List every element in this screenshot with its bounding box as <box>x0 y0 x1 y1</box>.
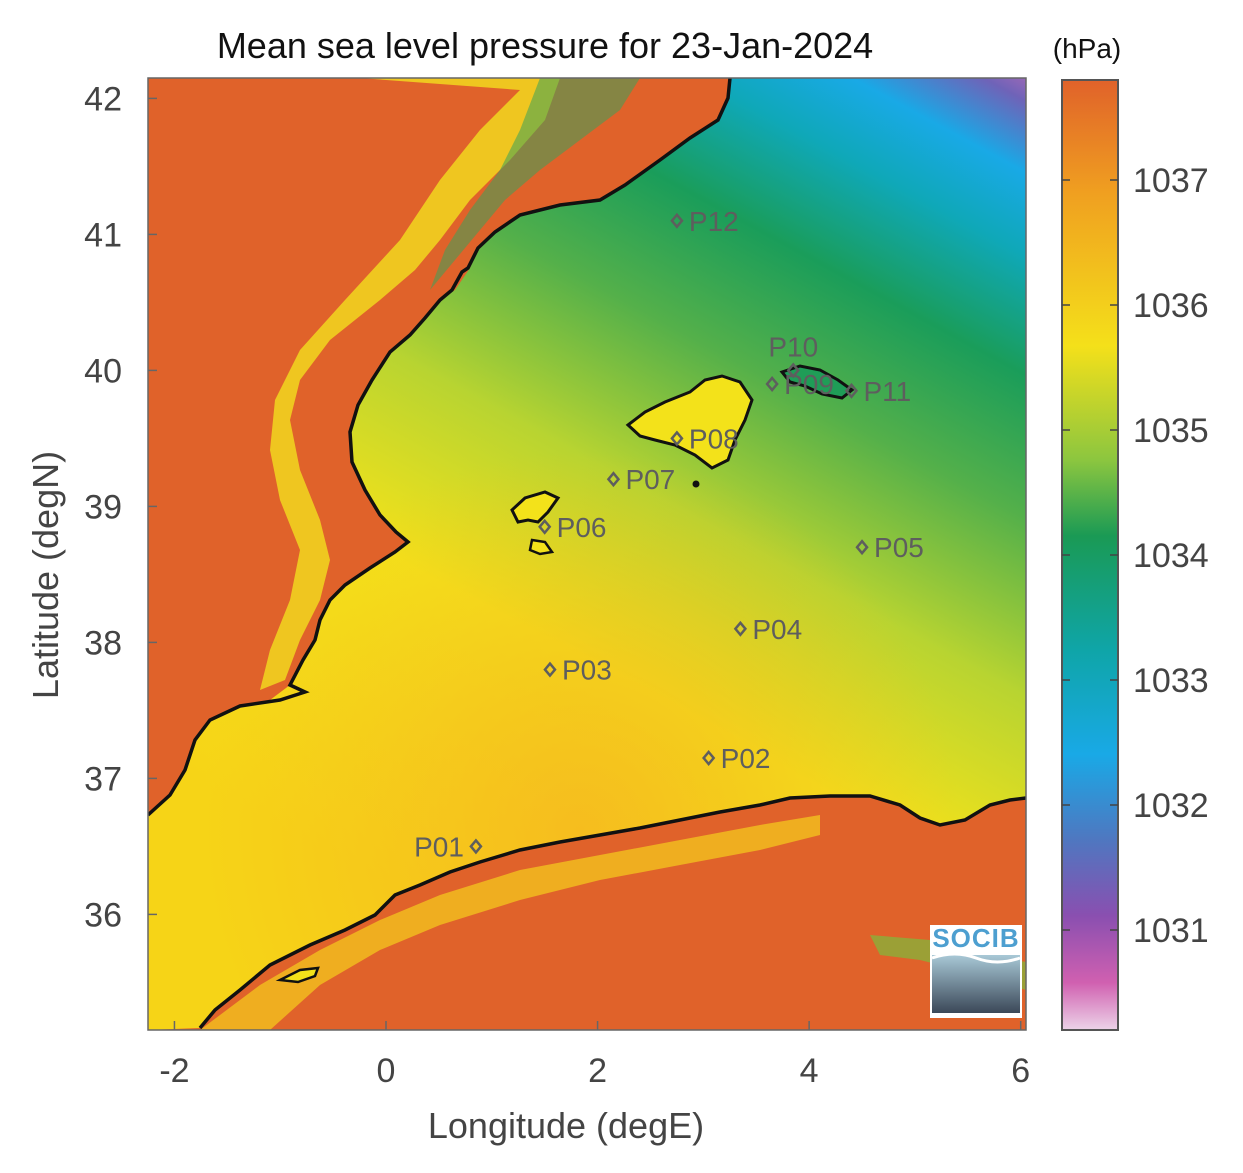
station-label: P08 <box>689 423 739 454</box>
colorbar-tick-label: 1033 <box>1133 662 1209 700</box>
station-label: P06 <box>557 512 607 543</box>
colorbar-tick-label: 1031 <box>1133 912 1209 950</box>
x-tick-label: 0 <box>377 1052 396 1090</box>
station-label: P03 <box>562 655 612 686</box>
station-marker-icon <box>786 362 800 379</box>
plot-frame <box>147 77 1027 1031</box>
socib-logo-water <box>932 955 1020 1013</box>
station-p04: P04 <box>733 614 802 645</box>
y-tick-label: 37 <box>84 760 122 798</box>
station-label: P12 <box>689 206 739 237</box>
y-tick-label: 41 <box>84 216 122 254</box>
socib-logo: SOCIB <box>930 923 1022 1018</box>
socib-logo-text: SOCIB <box>932 923 1019 953</box>
x-tick-label: 6 <box>1011 1052 1030 1090</box>
island-mallorca <box>625 374 754 470</box>
x-axis: -2 0 2 4 6 <box>159 1021 1030 1090</box>
colorbar-tick-label: 1032 <box>1133 787 1209 825</box>
station-p07: P07 <box>606 464 675 495</box>
x-axis-label: Longitude (degE) <box>428 1105 704 1146</box>
station-label: P01 <box>414 831 464 862</box>
station-p03: P03 <box>543 655 612 686</box>
colorbar-gradient <box>1061 79 1119 1031</box>
station-label: P07 <box>625 464 675 495</box>
station-marker-icon <box>606 471 621 488</box>
plot-area: SOCIB P01P02P03P04P05P06P07P08P09P10P11P… <box>148 78 1026 1030</box>
colorbar-tick-label: 1034 <box>1133 537 1209 575</box>
y-tick-label: 39 <box>84 488 122 526</box>
y-tick-label: 36 <box>84 896 122 934</box>
colorbar: (hPa) 1037 1036 1035 1034 1033 1032 1031 <box>1053 33 1209 1031</box>
station-p08: P08 <box>670 423 739 454</box>
station-p02: P02 <box>702 743 771 774</box>
station-p06: P06 <box>538 512 607 543</box>
station-p05: P05 <box>855 532 924 563</box>
colorbar-tick-label: 1037 <box>1133 162 1209 200</box>
island-formentera <box>528 538 555 556</box>
socib-logo-wave <box>931 952 1021 964</box>
y-tick-label: 40 <box>84 352 122 390</box>
island-alboran <box>275 966 320 984</box>
y-tick-label: 42 <box>84 80 122 118</box>
colorbar-ticks: 1037 1036 1035 1034 1033 1032 1031 <box>1062 162 1209 950</box>
africa-yellow-band <box>200 815 820 1030</box>
station-label: P05 <box>874 532 924 563</box>
island-menorca <box>779 364 855 400</box>
station-label: P10 <box>768 331 818 362</box>
island-cabrera <box>692 480 700 488</box>
coastal-band-iberia <box>260 78 560 690</box>
coastline-iberia <box>148 78 732 817</box>
station-marker-icon <box>733 620 748 637</box>
station-marker-icon <box>538 518 552 535</box>
y-axis: 42 41 40 39 38 37 36 <box>84 80 157 934</box>
y-axis-label: Latitude (degN) <box>25 451 66 699</box>
station-marker-icon <box>765 376 779 392</box>
station-label: P11 <box>863 376 911 407</box>
map-title: Mean sea level pressure for 23-Jan-2024 <box>217 25 873 66</box>
island-ibiza <box>510 490 561 524</box>
x-tick-label: -2 <box>159 1052 189 1090</box>
station-marker-icon <box>469 838 483 855</box>
station-p11: P11 <box>844 376 911 407</box>
x-tick-label: 4 <box>800 1052 819 1090</box>
station-p10: P10 <box>768 331 818 379</box>
colorbar-unit: (hPa) <box>1053 33 1121 64</box>
station-marker-icon <box>855 539 869 556</box>
x-tick-label: 2 <box>588 1052 607 1090</box>
coastal-green-band <box>430 78 640 290</box>
station-marker-icon <box>543 661 557 678</box>
station-marker-icon <box>702 750 716 766</box>
y-tick-label: 38 <box>84 624 122 662</box>
station-label: P04 <box>752 614 802 645</box>
colorbar-tick-label: 1036 <box>1133 287 1209 325</box>
station-marker-icon <box>844 382 859 399</box>
colorbar-tick-label: 1035 <box>1133 412 1209 450</box>
coastline-north-africa <box>198 794 1026 1030</box>
land-north-africa <box>148 796 1026 1030</box>
station-label: P02 <box>721 743 771 774</box>
station-marker-icon <box>670 430 684 447</box>
station-marker-icon <box>670 212 684 229</box>
station-p12: P12 <box>670 206 739 237</box>
station-p01: P01 <box>414 831 483 862</box>
